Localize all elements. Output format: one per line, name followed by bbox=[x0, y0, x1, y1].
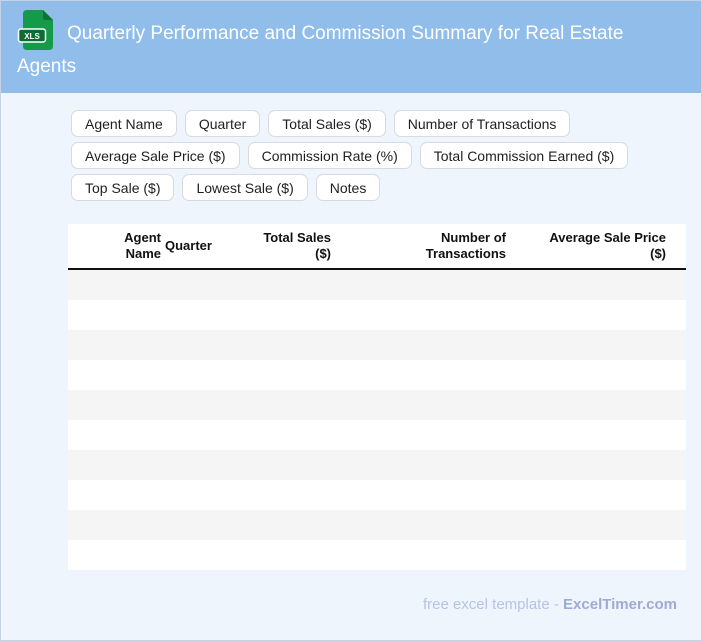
column-chip-list: Agent Name Quarter Total Sales ($) Numbe… bbox=[71, 110, 631, 201]
table-row bbox=[68, 330, 686, 360]
table-row bbox=[68, 510, 686, 540]
chip-commission-rate[interactable]: Commission Rate (%) bbox=[247, 142, 412, 169]
column-header-number-of-transactions: Number of Transactions bbox=[425, 230, 506, 261]
table-row bbox=[68, 480, 686, 510]
table-body bbox=[68, 270, 686, 570]
chip-total-commission-earned[interactable]: Total Commission Earned ($) bbox=[419, 142, 629, 169]
table-row bbox=[68, 450, 686, 480]
chip-lowest-sale[interactable]: Lowest Sale ($) bbox=[182, 174, 308, 201]
xls-badge-label: XLS bbox=[24, 32, 40, 41]
chip-average-sale-price[interactable]: Average Sale Price ($) bbox=[71, 142, 240, 169]
xls-file-icon: XLS bbox=[17, 10, 53, 50]
table-row bbox=[68, 360, 686, 390]
chip-top-sale[interactable]: Top Sale ($) bbox=[71, 174, 175, 201]
column-header-total-sales: Total Sales ($) bbox=[263, 230, 331, 261]
chip-agent-name[interactable]: Agent Name bbox=[71, 110, 177, 137]
table-row bbox=[68, 540, 686, 570]
table-row bbox=[68, 420, 686, 450]
footer: free excel template - ExcelTimer.com bbox=[1, 596, 677, 613]
chip-total-sales[interactable]: Total Sales ($) bbox=[268, 110, 386, 137]
footer-text: free excel template - bbox=[422, 596, 559, 613]
page-title: Quarterly Performance and Commission Sum… bbox=[17, 23, 624, 77]
column-header-agent-name: Agent Name bbox=[124, 230, 161, 261]
table-row bbox=[68, 390, 686, 420]
chip-notes[interactable]: Notes bbox=[315, 174, 381, 201]
table-header-row: Agent Name Quarter Total Sales ($) Numbe… bbox=[68, 224, 686, 270]
table-row bbox=[68, 300, 686, 330]
header: XLS Quarterly Performance and Commission… bbox=[1, 1, 701, 93]
column-header-average-sale-price: Average Sale Price ($) bbox=[549, 230, 666, 261]
column-header-quarter: Quarter bbox=[165, 238, 212, 253]
footer-brand-link[interactable]: ExcelTimer.com bbox=[563, 596, 677, 613]
table-row bbox=[68, 270, 686, 300]
chip-quarter[interactable]: Quarter bbox=[184, 110, 261, 137]
chip-number-of-transactions[interactable]: Number of Transactions bbox=[393, 110, 571, 137]
summary-table: Agent Name Quarter Total Sales ($) Numbe… bbox=[68, 224, 686, 570]
